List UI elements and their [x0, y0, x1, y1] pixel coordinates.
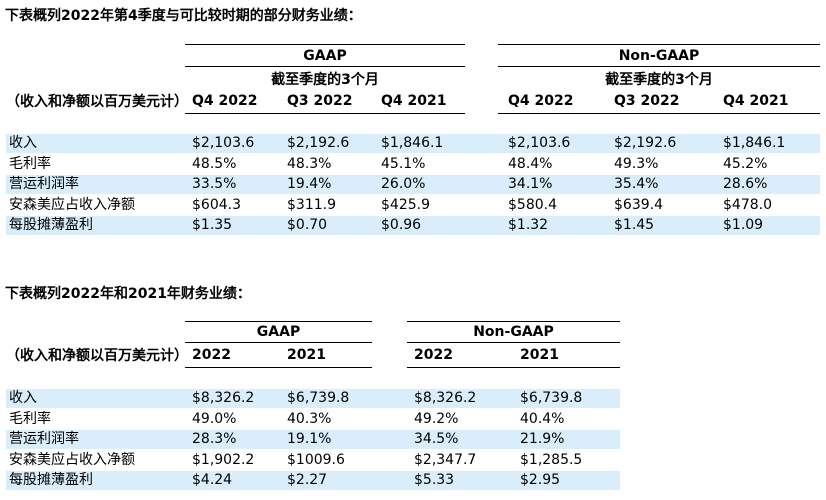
annual-nongaap-top-rule — [407, 321, 620, 322]
quarterly-cell: 45.1% — [381, 156, 426, 172]
quarterly-cell: 48.3% — [287, 156, 332, 172]
quarterly-nongaap-mid-rule — [498, 66, 820, 67]
annual-cell: $8,326.2 — [414, 390, 477, 406]
quarterly-cell: 34.1% — [508, 176, 553, 192]
annual-cell: $8,326.2 — [192, 390, 255, 406]
quarterly-cell: $0.70 — [287, 217, 328, 233]
annual-cell: 19.1% — [287, 431, 332, 447]
quarterly-row-band — [6, 134, 820, 153]
annual-nongaap-mid-rule — [407, 342, 620, 343]
quarterly-gaap-col-rule — [185, 113, 465, 114]
annual-cell: 49.2% — [414, 411, 459, 427]
quarterly-cell: $2,192.6 — [614, 135, 677, 151]
quarterly-cell: $2,103.6 — [508, 135, 571, 151]
annual-row-header: （收入和净额以百万美元计） — [6, 348, 188, 364]
quarterly-col-header: Q3 2022 — [287, 93, 353, 109]
quarterly-cell: $478.0 — [723, 197, 772, 213]
quarterly-cell: 33.5% — [192, 176, 237, 192]
quarterly-row-label: 毛利率 — [9, 156, 51, 172]
quarterly-cell: $580.4 — [508, 197, 557, 213]
quarterly-gaap-mid-rule — [185, 66, 465, 67]
annual-row-band — [6, 389, 620, 408]
quarterly-cell: $1.09 — [723, 217, 764, 233]
annual-row-label: 收入 — [9, 390, 37, 406]
annual-cell: $2.27 — [287, 472, 328, 488]
annual-row-band — [6, 430, 620, 449]
annual-gaap-header: GAAP — [256, 324, 301, 340]
quarterly-cell: 28.6% — [723, 176, 768, 192]
quarterly-gaap-header: GAAP — [303, 48, 347, 64]
annual-row-label: 营运利润率 — [9, 431, 79, 447]
annual-cell: $1,285.5 — [520, 452, 583, 468]
quarterly-title: 下表概列2022年第4季度与可比较时期的部分财务业绩： — [5, 8, 362, 24]
quarterly-row-band — [6, 175, 820, 194]
annual-gaap-col-rule — [185, 367, 372, 368]
annual-cell: $6,739.8 — [520, 390, 583, 406]
annual-row-label: 毛利率 — [9, 411, 51, 427]
annual-cell: 49.0% — [192, 411, 237, 427]
annual-col-header: 2021 — [287, 347, 326, 363]
quarterly-gaap-top-rule — [185, 44, 465, 45]
quarterly-col-header: Q4 2021 — [723, 93, 789, 109]
quarterly-col-header: Q4 2022 — [508, 93, 574, 109]
annual-nongaap-col-rule — [407, 367, 620, 368]
annual-cell: 40.3% — [287, 411, 332, 427]
quarterly-row-label: 收入 — [9, 135, 37, 151]
annual-cell: $1009.6 — [287, 452, 345, 468]
annual-cell: $1,902.2 — [192, 452, 255, 468]
quarterly-row-label: 安森美应占收入净额 — [9, 197, 135, 213]
quarterly-cell: 45.2% — [723, 156, 768, 172]
quarterly-nongaap-col-rule — [498, 113, 820, 114]
annual-cell: 28.3% — [192, 431, 237, 447]
annual-cell: 21.9% — [520, 431, 565, 447]
quarterly-cell: $1.32 — [508, 217, 549, 233]
quarterly-cell: $604.3 — [192, 197, 241, 213]
quarterly-cell: $1.45 — [614, 217, 655, 233]
quarterly-gaap-period: 截至季度的3个月 — [271, 72, 379, 88]
annual-nongaap-header: Non-GAAP — [473, 324, 554, 340]
quarterly-cell: 19.4% — [287, 176, 332, 192]
annual-col-header: 2022 — [192, 347, 231, 363]
annual-cell: 40.4% — [520, 411, 565, 427]
annual-gaap-top-rule — [185, 321, 372, 322]
quarterly-cell: $2,103.6 — [192, 135, 255, 151]
quarterly-nongaap-top-rule — [498, 44, 820, 45]
annual-title: 下表概列2022年和2021年财务业绩： — [5, 286, 251, 302]
quarterly-row-label: 每股摊薄盈利 — [9, 217, 93, 233]
quarterly-cell: $1,846.1 — [723, 135, 786, 151]
annual-cell: $2.95 — [520, 472, 561, 488]
quarterly-nongaap-header: Non-GAAP — [618, 48, 700, 64]
quarterly-cell: 26.0% — [381, 176, 426, 192]
annual-cell: $6,739.8 — [287, 390, 350, 406]
quarterly-nongaap-period: 截至季度的3个月 — [605, 72, 713, 88]
quarterly-cell: $425.9 — [381, 197, 430, 213]
annual-gaap-mid-rule — [185, 342, 372, 343]
quarterly-col-header: Q3 2022 — [614, 93, 680, 109]
annual-cell: $2,347.7 — [414, 452, 477, 468]
quarterly-row-header: （收入和净额以百万美元计） — [6, 94, 188, 110]
quarterly-cell: 49.3% — [614, 156, 659, 172]
quarterly-cell: $311.9 — [287, 197, 336, 213]
quarterly-cell: $0.96 — [381, 217, 422, 233]
annual-row-label: 安森美应占收入净额 — [9, 452, 135, 468]
quarterly-cell: $1,846.1 — [381, 135, 444, 151]
annual-row-band — [6, 471, 620, 490]
annual-col-header: 2021 — [520, 347, 559, 363]
quarterly-row-band — [6, 216, 820, 235]
quarterly-col-header: Q4 2022 — [192, 93, 258, 109]
quarterly-cell: $1.35 — [192, 217, 233, 233]
annual-cell: 34.5% — [414, 431, 459, 447]
quarterly-cell: $2,192.6 — [287, 135, 350, 151]
quarterly-row-label: 营运利润率 — [9, 176, 79, 192]
quarterly-cell: 35.4% — [614, 176, 659, 192]
quarterly-cell: 48.4% — [508, 156, 553, 172]
annual-col-header: 2022 — [414, 347, 453, 363]
annual-cell: $5.33 — [414, 472, 455, 488]
annual-row-label: 每股摊薄盈利 — [9, 472, 93, 488]
quarterly-cell: $639.4 — [614, 197, 663, 213]
quarterly-cell: 48.5% — [192, 156, 237, 172]
annual-cell: $4.24 — [192, 472, 233, 488]
quarterly-col-header: Q4 2021 — [381, 93, 447, 109]
